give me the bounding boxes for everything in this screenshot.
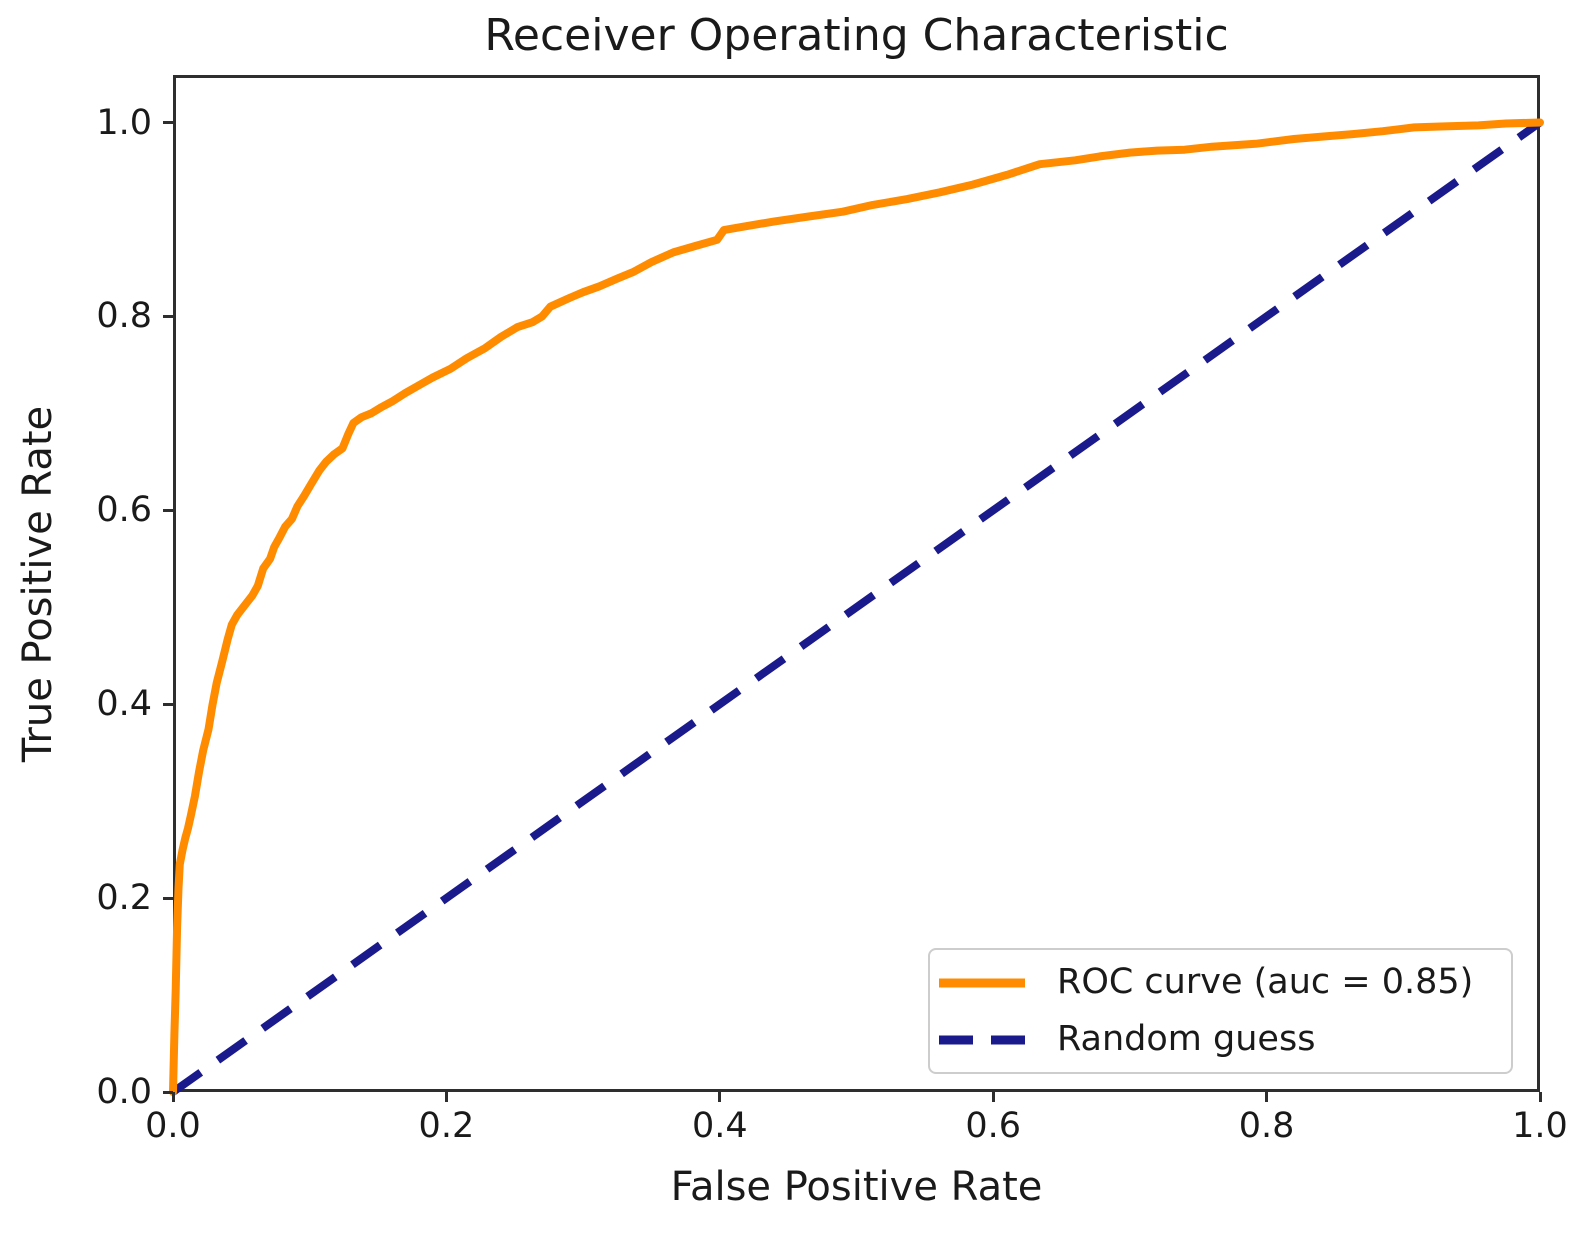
x-tick-label: 0.6 xyxy=(965,1106,1022,1146)
chart-title: Receiver Operating Characteristic xyxy=(484,10,1229,61)
plot-area xyxy=(169,75,1544,1096)
x-tick-mark xyxy=(991,1092,995,1102)
x-tick-label: 1.0 xyxy=(1512,1106,1568,1146)
y-tick-mark xyxy=(163,1090,173,1094)
roc-curve-swatch-icon xyxy=(939,978,1025,987)
x-tick-mark xyxy=(718,1092,722,1102)
y-tick-label: 0.6 xyxy=(96,490,152,531)
y-tick-mark xyxy=(163,508,173,512)
plot-canvas xyxy=(169,75,1544,1096)
x-tick-mark xyxy=(444,1092,448,1102)
x-tick-label: 0.4 xyxy=(691,1106,748,1146)
legend-entry-roc-curve: ROC curve (auc = 0.85) xyxy=(939,954,1511,1011)
y-tick-mark xyxy=(163,702,173,706)
legend-label-random-guess: Random guess xyxy=(1057,1019,1316,1060)
x-tick-mark xyxy=(1538,1092,1542,1102)
legend: ROC curve (auc = 0.85) Random guess xyxy=(928,948,1513,1074)
y-tick-label: 1.0 xyxy=(96,102,152,143)
y-tick-label: 0.4 xyxy=(96,684,152,725)
y-tick-label: 0.2 xyxy=(96,878,152,919)
y-tick-mark xyxy=(163,314,173,318)
legend-label-roc-curve: ROC curve (auc = 0.85) xyxy=(1057,962,1474,1003)
roc-curve-line xyxy=(169,118,1544,1096)
x-tick-label: 0.8 xyxy=(1238,1106,1295,1146)
x-tick-label: 0.0 xyxy=(145,1106,201,1146)
random-guess-line xyxy=(170,119,1543,1096)
legend-entry-random-guess: Random guess xyxy=(939,1011,1511,1068)
x-tick-mark xyxy=(1265,1092,1269,1102)
axes-spines xyxy=(173,75,1540,1092)
x-tick-mark xyxy=(171,1092,175,1102)
y-tick-label: 0.8 xyxy=(96,296,152,337)
y-tick-label: 0.0 xyxy=(96,1072,152,1112)
random-guess-swatch-icon xyxy=(939,1035,1025,1044)
y-axis-label: True Positive Rate xyxy=(15,405,61,763)
x-axis-label: False Positive Rate xyxy=(670,1164,1043,1210)
y-tick-mark xyxy=(163,896,173,900)
x-tick-label: 0.2 xyxy=(418,1106,475,1146)
y-tick-mark xyxy=(163,121,173,124)
